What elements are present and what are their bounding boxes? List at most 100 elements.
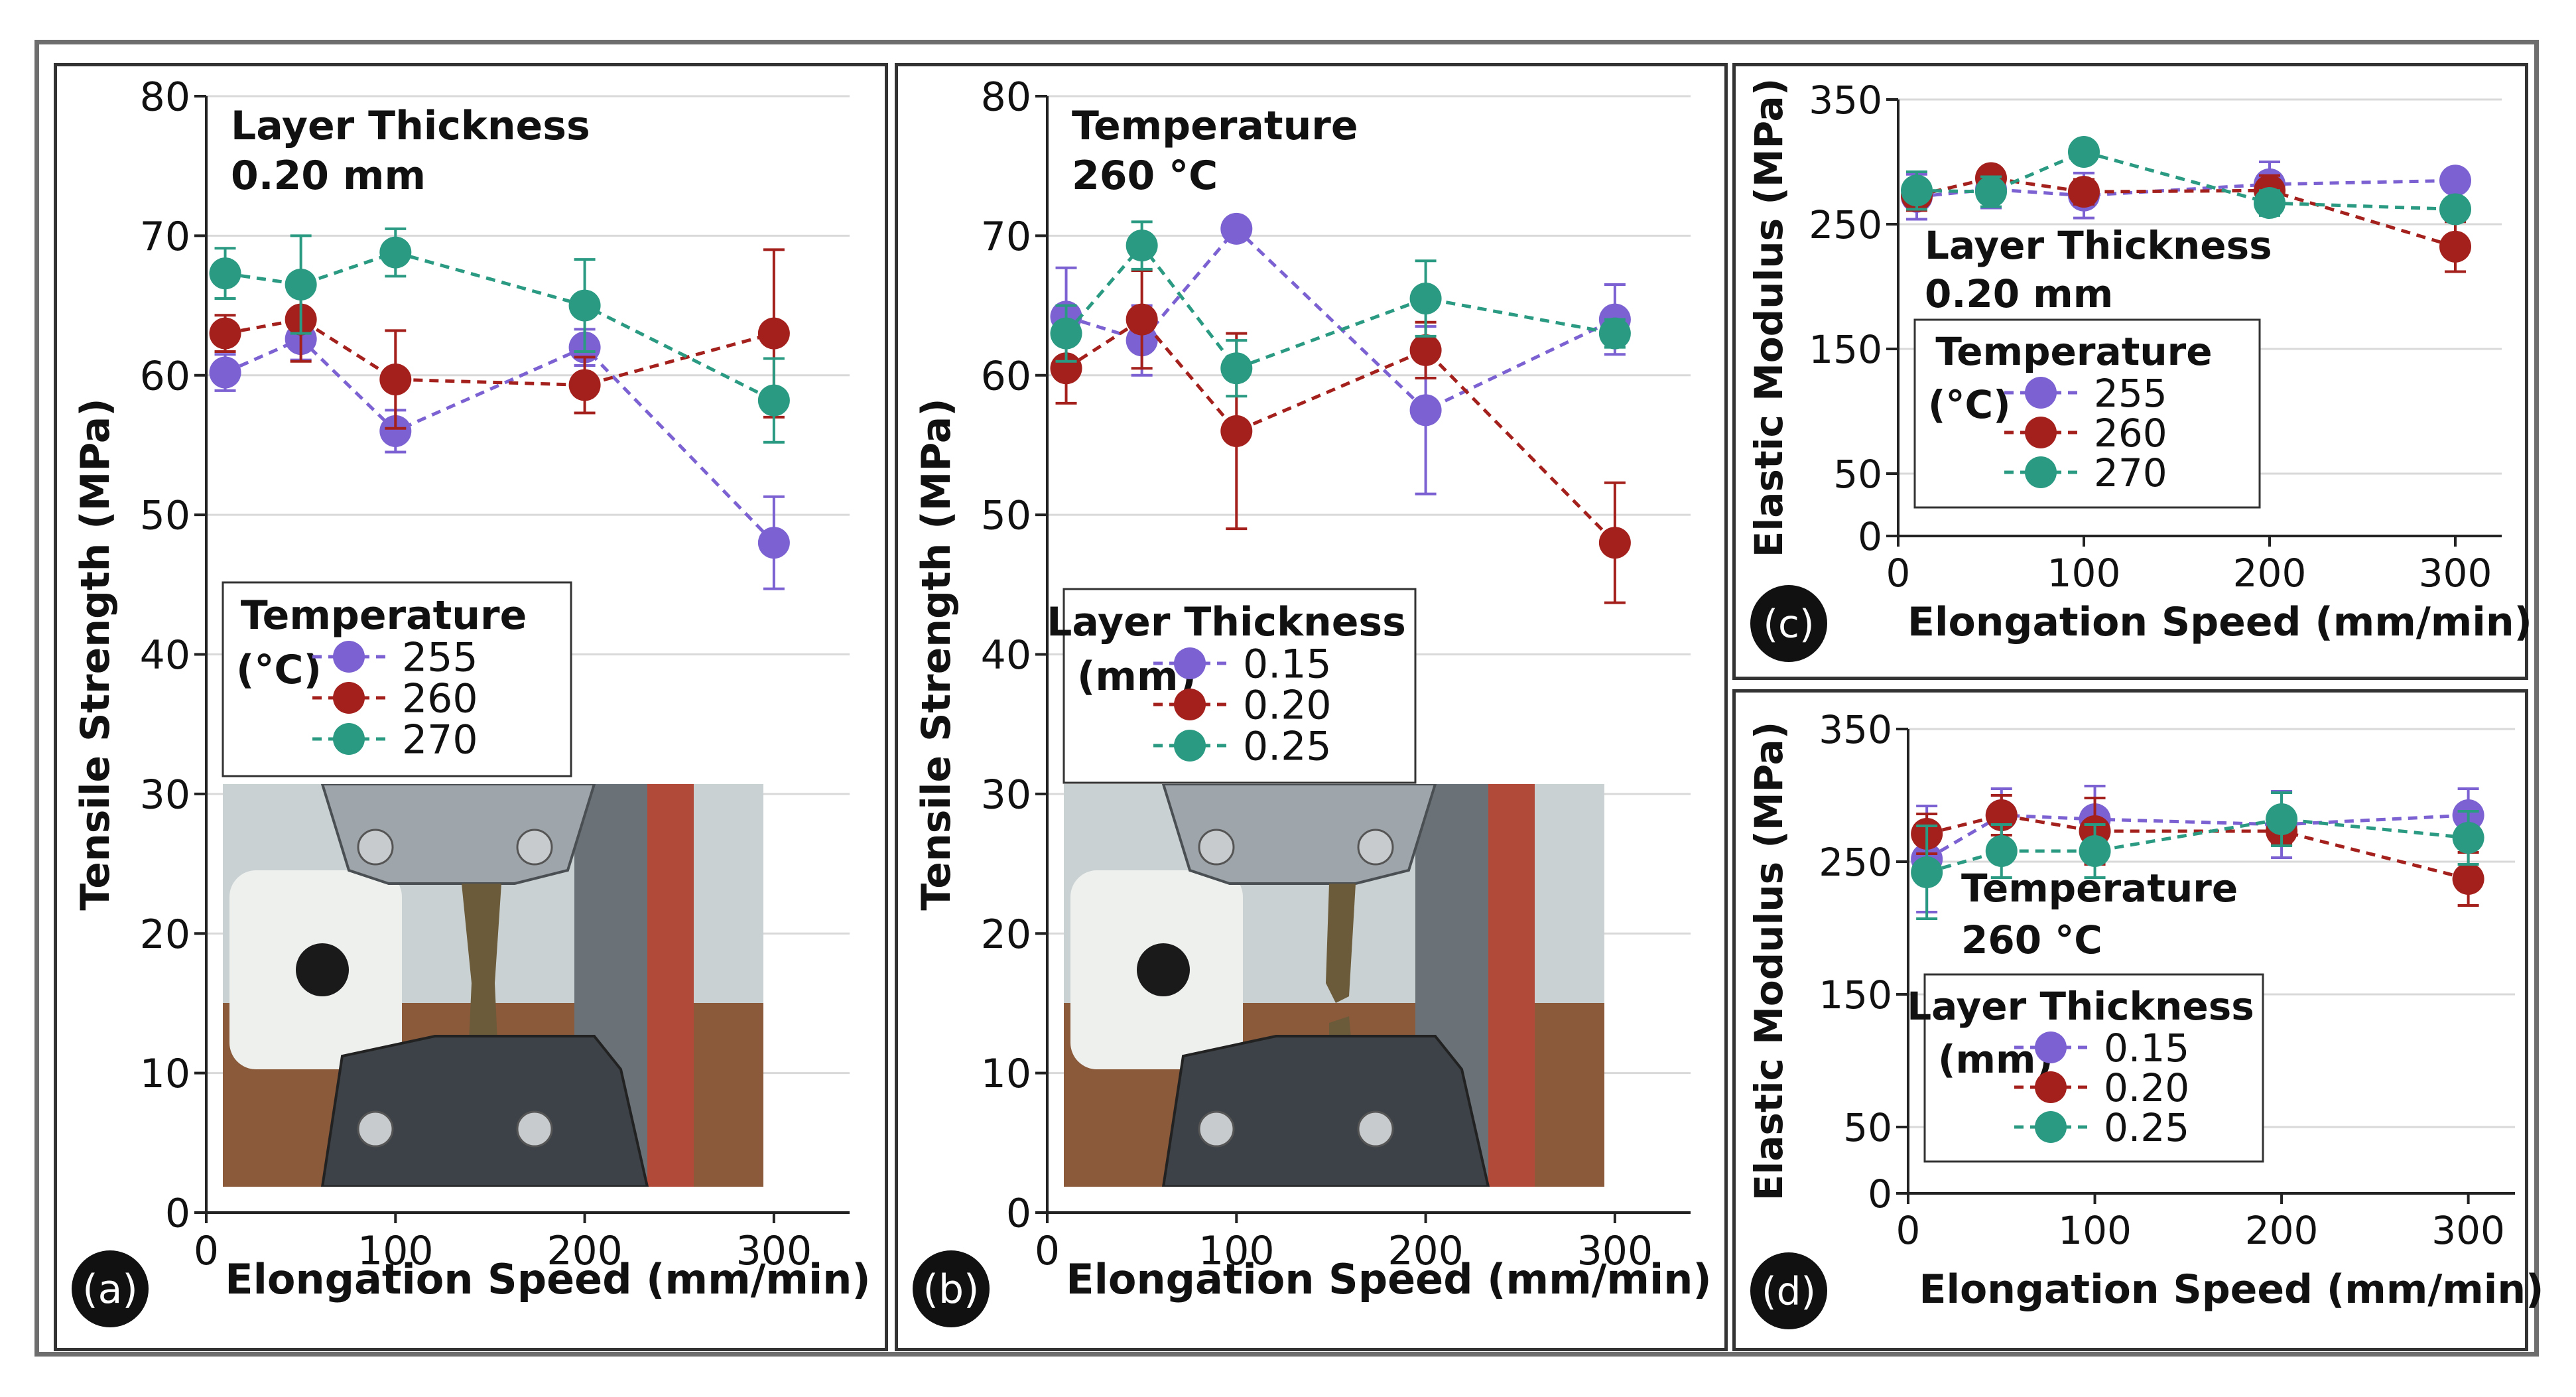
y-tick-label: 50 <box>981 493 1031 539</box>
series-line-260 <box>1916 176 2456 249</box>
chart-d: 0 50 150 250 350 0 100 200 300 Elastic Modulus (M… <box>1746 707 2544 1329</box>
x-tick-label: 100 <box>357 1228 434 1274</box>
series-line-0.25 <box>1926 817 2469 874</box>
data-point-0.25 <box>2452 822 2484 854</box>
x-axis-label: Elongation Speed (mm/min) <box>1066 1255 1711 1303</box>
x-tick-label: 0 <box>1896 1208 1921 1253</box>
y-tick-label: 30 <box>140 771 190 818</box>
legend-title: Temperature <box>1935 329 2212 374</box>
legend-unit: (°C) <box>236 647 322 693</box>
panel-label: (c) <box>1763 601 1814 646</box>
series-line-260 <box>225 317 775 387</box>
annotation-line: Layer Thickness <box>1925 223 2272 268</box>
photo-screw <box>1198 1110 1235 1148</box>
legend-unit: (°C) <box>1928 382 2011 427</box>
legend-entry: 270 <box>402 717 478 764</box>
y-tick-label: 0 <box>1858 514 1882 559</box>
annotation-line: 260 °C <box>1961 917 2102 963</box>
data-point-0.25 <box>1985 835 2018 867</box>
y-tick-label: 30 <box>981 771 1031 818</box>
tensile-test-photo-a <box>223 784 763 1187</box>
y-tick-label: 350 <box>1809 78 1882 123</box>
photo-screw <box>1357 829 1394 866</box>
photo-screw <box>1198 829 1235 866</box>
photo-specimen <box>462 884 501 1056</box>
x-tick-label: 300 <box>1577 1228 1653 1274</box>
y-tick-label: 20 <box>140 911 190 958</box>
photo-lower-grip <box>320 1035 649 1187</box>
data-point-255 <box>209 356 241 389</box>
photo-red-part <box>647 784 694 1187</box>
photo-drawing <box>223 784 763 1187</box>
x-tick-label: 100 <box>1198 1228 1275 1274</box>
legend-marker <box>2035 1111 2067 1143</box>
tensile-test-photo-b <box>1064 784 1604 1187</box>
y-tick-label: 80 <box>140 74 190 121</box>
data-point-270 <box>2439 193 2471 226</box>
legend-entry: 260 <box>402 676 478 722</box>
y-tick-label: 250 <box>1809 202 1882 247</box>
annotation-line: 0.20 mm <box>231 153 426 199</box>
panel-label-badge <box>72 1250 149 1327</box>
y-tick-label: 60 <box>140 353 190 399</box>
y-tick-label: 150 <box>1809 327 1882 372</box>
data-point-255 <box>757 527 790 559</box>
legend-entry: 255 <box>2094 371 2167 416</box>
data-point-0.20 <box>1220 415 1253 447</box>
x-tick-label: 200 <box>547 1228 623 1274</box>
legend-marker <box>333 682 365 714</box>
photo-knob <box>296 943 349 996</box>
annotation-line: Temperature <box>1961 866 2238 911</box>
y-tick-label: 0 <box>1868 1171 1892 1217</box>
data-point-260 <box>379 364 412 396</box>
photo-screw <box>357 829 394 866</box>
y-tick-label: 350 <box>1819 707 1892 752</box>
panel-label-badge <box>913 1250 990 1327</box>
data-point-0.15 <box>1220 212 1253 245</box>
x-tick-label: 300 <box>2431 1208 2505 1253</box>
y-axis-label: Elastic Modulus (MPa) <box>1746 722 1791 1201</box>
data-point-270 <box>2254 187 2286 220</box>
legend-entry: 0.20 <box>2104 1065 2189 1110</box>
data-point-0.25 <box>2266 803 2298 835</box>
photo-knob <box>1137 943 1190 996</box>
data-point-255 <box>2439 165 2471 197</box>
data-point-270 <box>285 269 317 301</box>
photo-specimen-upper <box>1326 884 1356 1003</box>
photo-drawing <box>1064 784 1604 1187</box>
data-point-260 <box>2439 230 2471 263</box>
data-point-270 <box>379 236 412 269</box>
y-tick-label: 70 <box>140 214 190 260</box>
photo-screw <box>357 1110 394 1148</box>
y-tick-label: 0 <box>165 1191 190 1237</box>
x-tick-label: 0 <box>194 1228 219 1274</box>
panel-c: 0 50 150 250 350 0 100 200 300 Elastic Modulus (M… <box>1732 63 2532 680</box>
y-axis-label: Tensile Strength (MPa) <box>72 398 119 910</box>
x-tick-label: 200 <box>2245 1208 2319 1253</box>
legend-entry: 0.25 <box>2104 1105 2189 1150</box>
figure-frame: 0 10 20 30 40 50 60 70 80 0 100 200 300 Tensile Stren… <box>34 40 2544 1357</box>
panel-label: (b) <box>923 1266 980 1313</box>
panel-label-badge <box>1750 585 1827 662</box>
data-point-0.25 <box>2079 835 2111 867</box>
legend-title: Temperature <box>241 592 527 639</box>
y-tick-label: 50 <box>1833 452 1882 497</box>
legend-marker <box>1174 689 1206 720</box>
series-line-0.20 <box>1926 813 2469 881</box>
y-tick-label: 70 <box>981 214 1031 260</box>
data-point-270 <box>1901 174 1933 207</box>
data-point-270 <box>1975 176 2007 208</box>
legend-marker <box>333 641 365 673</box>
x-tick-label: 100 <box>2047 551 2121 596</box>
y-tick-label: 80 <box>981 74 1031 121</box>
data-point-260 <box>2068 176 2100 208</box>
annotation-line: Temperature <box>1072 103 1358 149</box>
data-point-0.25 <box>1409 283 1442 315</box>
data-point-0.25 <box>1598 317 1631 350</box>
panel-label: (d) <box>1762 1268 1816 1313</box>
y-axis-label: Elastic Modulus (MPa) <box>1746 78 1791 557</box>
legend-title: Layer Thickness <box>1047 599 1406 645</box>
data-point-260 <box>209 317 241 350</box>
legend-marker <box>2035 1071 2067 1103</box>
legend-title: Layer Thickness <box>1907 984 2254 1029</box>
